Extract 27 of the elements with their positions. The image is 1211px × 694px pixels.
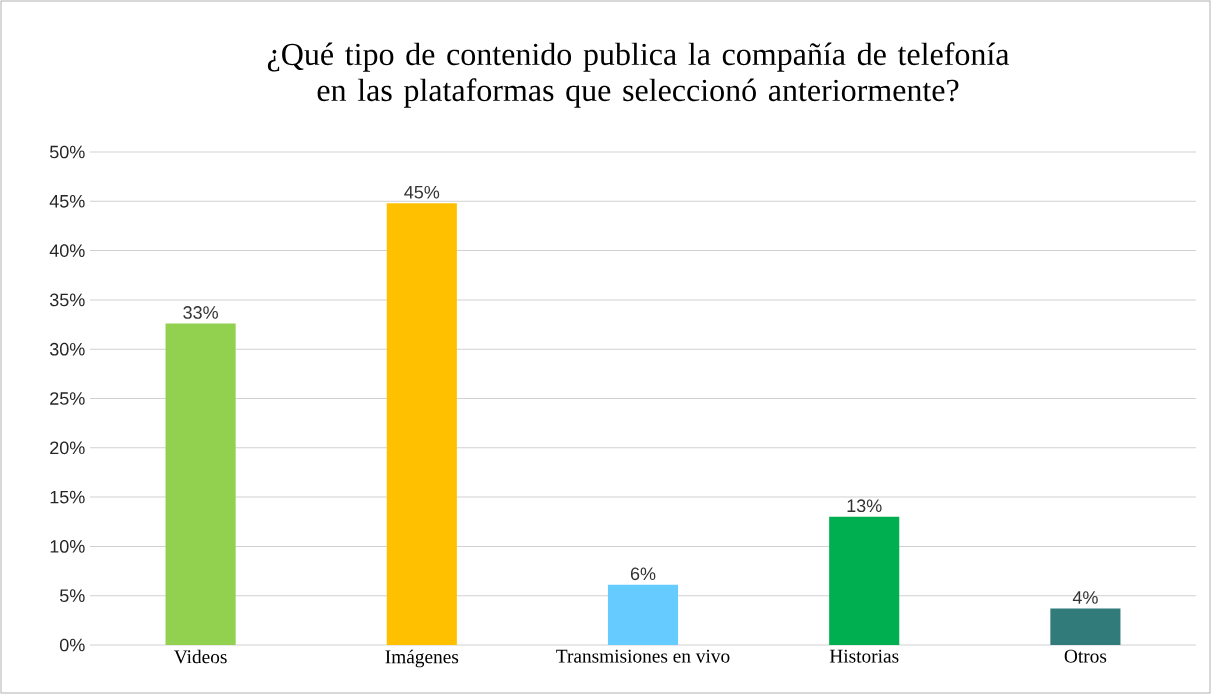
data-label: 4% — [1072, 591, 1098, 604]
data-label: 45% — [404, 185, 440, 199]
chart-title: ¿Qué tipo de contenido publica la compañía de telefonía en las plataformas que seleccionó anteriormente? — [267, 42, 1010, 108]
y-tick-label: 40% — [49, 244, 85, 257]
y-tick-label: 25% — [50, 392, 85, 405]
x-tick-label: Historias — [829, 649, 899, 663]
data-label: 13% — [847, 499, 882, 513]
y-tick-label: 5% — [59, 589, 85, 603]
bar — [607, 584, 679, 645]
bar — [165, 323, 236, 645]
y-tick-label: 30% — [49, 342, 85, 356]
y-tick-label: 35% — [49, 293, 85, 307]
bar — [829, 516, 900, 645]
y-tick-label: 0% — [59, 638, 85, 652]
data-label: 33% — [183, 306, 218, 319]
y-tick-label: 10% — [50, 540, 85, 553]
x-tick-label: Transmisiones en vivo — [556, 649, 730, 663]
y-tick-label: 20% — [50, 441, 85, 455]
y-tick-label: 50% — [49, 145, 85, 159]
x-tick-label: Imágenes — [385, 649, 459, 668]
y-tick-label: 45% — [49, 194, 85, 208]
data-label: 6% — [630, 567, 656, 581]
y-tick-label: 15% — [50, 490, 85, 504]
x-tick-label: Videos — [174, 649, 227, 664]
bar — [386, 203, 457, 645]
x-tick-label: Otros — [1064, 649, 1107, 663]
bar — [1050, 608, 1121, 645]
